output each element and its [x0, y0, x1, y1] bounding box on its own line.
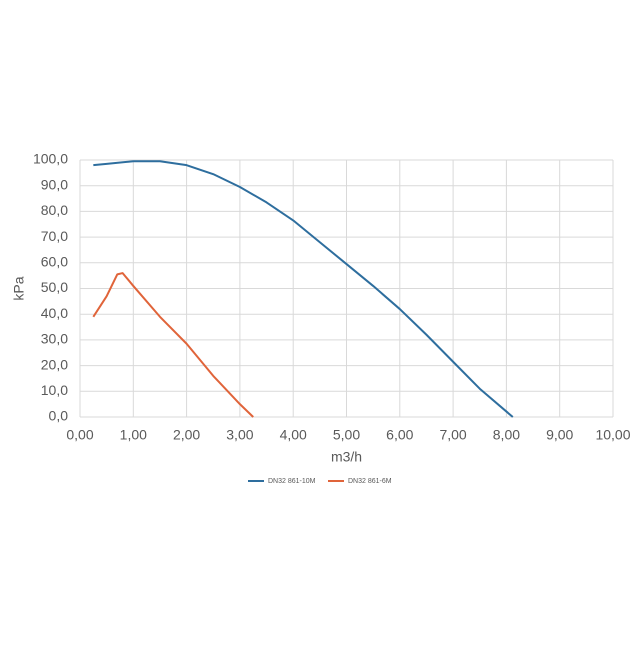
x-tick-label: 1,00: [120, 427, 147, 443]
y-tick-label: 80,0: [41, 202, 68, 218]
legend-label: DN32 861-10M: [268, 478, 316, 485]
y-tick-label: 50,0: [41, 279, 68, 295]
y-tick-label: 10,0: [41, 382, 68, 398]
y-tick-label: 90,0: [41, 176, 68, 192]
x-tick-label: 9,00: [546, 427, 573, 443]
x-tick-label: 4,00: [280, 427, 307, 443]
x-tick-label: 6,00: [386, 427, 413, 443]
y-tick-label: 20,0: [41, 356, 68, 372]
x-tick-label: 0,00: [66, 427, 93, 443]
series-line: [93, 160, 514, 418]
y-tick-label: 70,0: [41, 228, 68, 244]
x-axis-title: m3/h: [331, 449, 362, 465]
x-tick-label: 2,00: [173, 427, 200, 443]
series-line: [92, 272, 254, 418]
y-axis-title: kPa: [11, 276, 27, 300]
legend-label: DN32 861-6M: [348, 478, 392, 485]
x-tick-label: 3,00: [226, 427, 253, 443]
y-tick-label: 60,0: [41, 254, 68, 270]
x-tick-label: 10,00: [595, 427, 630, 443]
x-tick-label: 5,00: [333, 427, 360, 443]
x-tick-label: 8,00: [493, 427, 520, 443]
y-tick-label: 0,0: [49, 408, 69, 424]
x-tick-label: 7,00: [439, 427, 466, 443]
y-tick-label: 40,0: [41, 305, 68, 321]
y-tick-label: 30,0: [41, 331, 68, 347]
y-tick-label: 100,0: [33, 151, 68, 167]
